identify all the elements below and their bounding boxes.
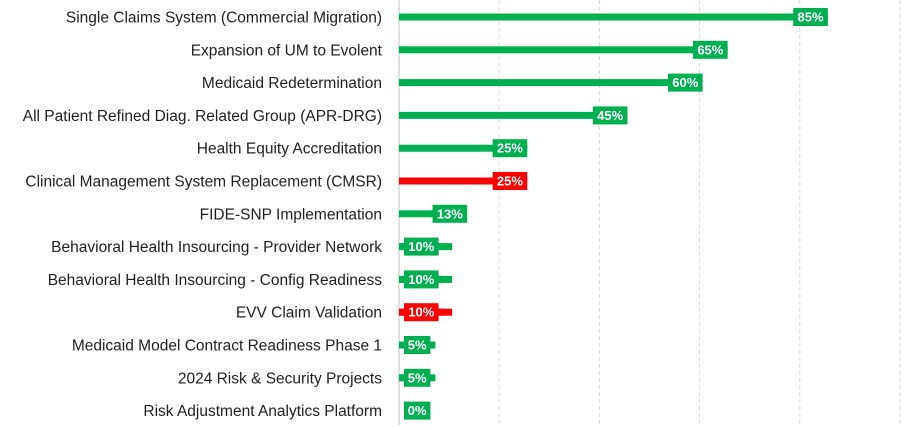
data-label: 0% <box>408 403 427 418</box>
category-label: EVV Claim Validation <box>236 305 382 322</box>
category-label: 2024 Risk & Security Projects <box>178 370 382 387</box>
bar <box>399 111 628 119</box>
category-labels: Single Claims System (Commercial Migrati… <box>23 10 383 421</box>
category-label: Behavioral Health Insourcing - Config Re… <box>48 272 383 289</box>
category-label: Medicaid Redetermination <box>202 75 382 92</box>
data-label: 5% <box>408 370 427 385</box>
data-labels: 85% 65% 60% 45% 25% 25% 13% 10% 10% 10% 5% 5% 0% <box>404 8 828 420</box>
category-label: Behavioral Health Insourcing - Provider … <box>51 239 382 256</box>
data-label-box <box>668 73 703 92</box>
data-label-box <box>404 336 431 354</box>
data-label: 65% <box>697 42 723 57</box>
data-label-box <box>404 237 439 256</box>
category-label: Health Equity Accreditation <box>197 141 382 158</box>
category-label: All Patient Refined Diag. Related Group … <box>23 108 382 125</box>
bar <box>399 177 528 185</box>
data-label-box <box>404 303 439 322</box>
data-label: 85% <box>798 10 824 25</box>
data-label-box <box>492 172 528 190</box>
data-label-box <box>492 139 528 158</box>
data-label: 45% <box>597 108 623 123</box>
bar <box>399 144 528 152</box>
bars <box>399 13 828 382</box>
data-label: 25% <box>497 174 523 189</box>
bar <box>399 46 728 54</box>
category-label: Expansion of UM to Evolent <box>191 42 383 59</box>
gridlines <box>498 0 901 425</box>
data-label: 10% <box>408 305 434 320</box>
data-label-box <box>693 40 728 59</box>
data-label: 25% <box>497 141 523 156</box>
category-label: Clinical Management System Replacement (… <box>25 174 382 191</box>
category-label: Single Claims System (Commercial Migrati… <box>66 10 382 27</box>
data-label-box <box>432 204 468 223</box>
data-label-box <box>592 106 628 125</box>
category-label: Medicaid Model Contract Readiness Phase … <box>72 338 382 355</box>
data-label: 10% <box>408 272 434 287</box>
data-label: 60% <box>672 75 698 90</box>
bar <box>399 13 828 21</box>
data-label: 5% <box>408 338 427 353</box>
data-label-box <box>404 270 439 289</box>
data-label: 10% <box>408 239 434 254</box>
category-label: Risk Adjustment Analytics Platform <box>143 403 382 420</box>
data-label-box <box>793 8 828 26</box>
data-label-box <box>404 401 431 420</box>
bar <box>399 79 703 87</box>
data-label-box <box>404 368 431 387</box>
category-label: FIDE-SNP Implementation <box>200 206 382 223</box>
data-label: 13% <box>437 206 463 221</box>
